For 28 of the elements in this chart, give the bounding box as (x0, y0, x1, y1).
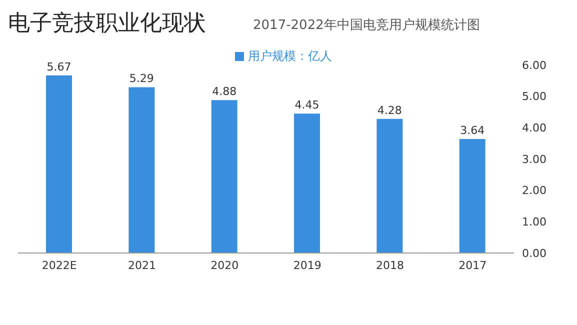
bar (376, 118, 403, 253)
data-label: 4.45 (294, 98, 320, 112)
y-tick-label: 2.00 (522, 184, 546, 198)
x-tick-label: 2020 (210, 258, 239, 272)
data-label: 4.88 (212, 85, 237, 98)
y-tick-label: 4.00 (522, 122, 546, 135)
y-tick-label: 0.00 (522, 246, 546, 260)
bar (211, 100, 238, 253)
x-tick-label: 2022E (42, 258, 77, 272)
x-tick-label: 2021 (128, 258, 156, 272)
y-tick-label: 1.00 (522, 216, 546, 229)
legend-label: 用户规模：亿人 (248, 49, 332, 63)
bar (459, 138, 486, 253)
data-label: 4.28 (377, 104, 402, 117)
bar (46, 75, 72, 253)
y-tick-label: 3.00 (522, 152, 546, 166)
bar (128, 87, 155, 253)
data-label: 5.29 (129, 72, 154, 86)
chart-title: 电子竞技职业化现状 (8, 10, 206, 38)
bar (294, 114, 320, 253)
data-label: 5.67 (46, 60, 72, 74)
y-tick-label: 5.00 (522, 90, 546, 104)
y-tick-label: 6.00 (522, 58, 546, 72)
x-tick-label: 2017 (458, 258, 487, 272)
x-tick-label: 2019 (293, 258, 322, 272)
data-label: 3.64 (460, 124, 485, 137)
chart-subtitle: 2017-2022年中国电竞用户规模统计图 (253, 17, 480, 34)
x-tick-label: 2018 (376, 258, 404, 272)
